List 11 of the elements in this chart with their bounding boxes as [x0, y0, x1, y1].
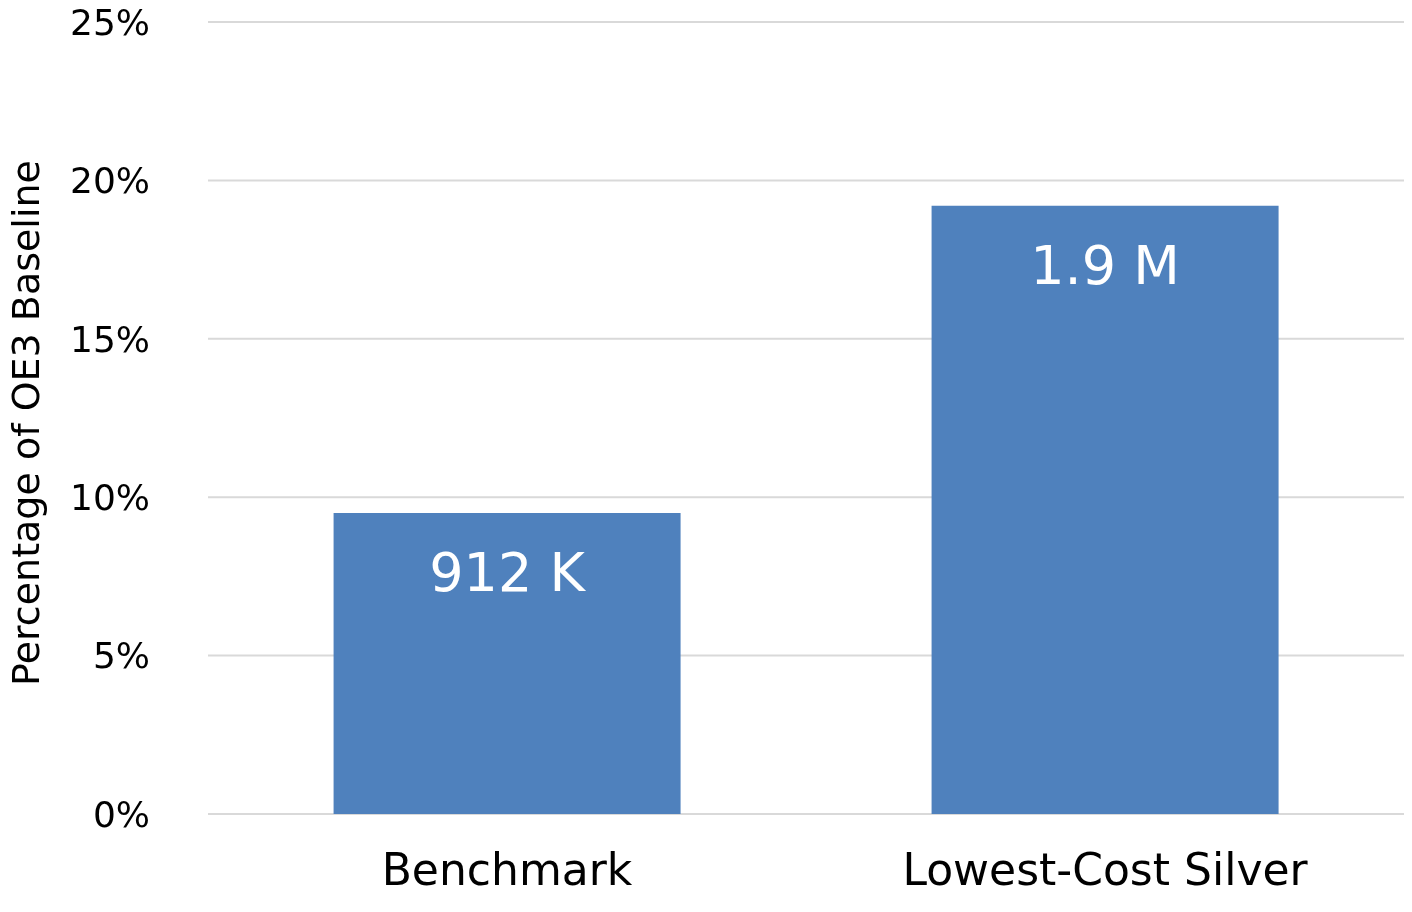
y-tick-label: 10% [69, 476, 150, 518]
annotation: 912 K [429, 541, 587, 605]
annotation: 1.9 M [1030, 233, 1180, 297]
x-tick-label: Benchmark [381, 844, 633, 896]
y-tick-label: 0% [92, 793, 150, 835]
y-axis-title: Percentage of OE3 Baseline [4, 160, 48, 686]
y-tick-label: 25% [69, 1, 150, 43]
x-tick-label: Lowest-Cost Silver [902, 844, 1309, 896]
y-tick-label: 5% [92, 635, 150, 677]
y-tick-label: 15% [69, 318, 150, 360]
y-tick-label: 20% [69, 160, 150, 202]
